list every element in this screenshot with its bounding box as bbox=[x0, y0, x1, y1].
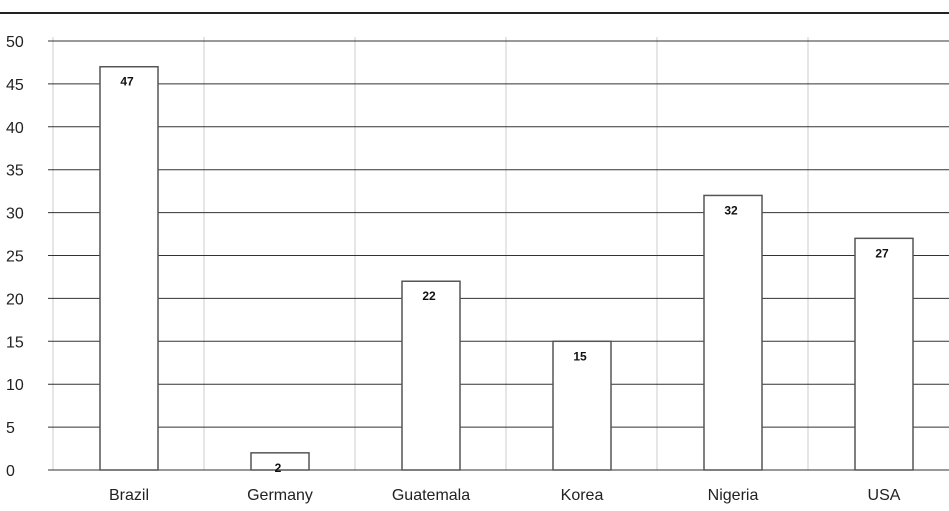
y-tick-label: 15 bbox=[6, 334, 24, 351]
y-tick-label: 30 bbox=[6, 206, 24, 223]
y-tick-label: 0 bbox=[6, 463, 15, 480]
x-category-label: Nigeria bbox=[708, 487, 759, 504]
y-tick-label: 25 bbox=[6, 249, 24, 266]
y-tick-label: 20 bbox=[6, 291, 24, 308]
y-tick-label: 5 bbox=[6, 420, 15, 437]
x-category-label: Germany bbox=[247, 487, 313, 504]
bars bbox=[99, 65, 914, 471]
bar bbox=[99, 65, 159, 471]
bar-data-label: 47 bbox=[120, 75, 134, 89]
x-axis-category-labels: Brazil Germany Guatemala Korea Nigeria USA bbox=[109, 487, 901, 504]
y-tick-label: 35 bbox=[6, 163, 24, 180]
horizontal-gridlines bbox=[48, 40, 949, 471]
bar-data-label: 15 bbox=[573, 349, 587, 363]
y-axis-tick-labels: 0 5 10 15 20 25 30 35 40 45 50 bbox=[6, 34, 24, 480]
y-tick-label: 45 bbox=[6, 77, 24, 94]
vertical-gridlines bbox=[52, 37, 809, 470]
bar bbox=[703, 194, 763, 471]
bar-data-label: 27 bbox=[875, 246, 889, 260]
y-tick-label: 10 bbox=[6, 377, 24, 394]
x-category-label: Guatemala bbox=[392, 487, 470, 504]
bar-data-label: 2 bbox=[275, 461, 282, 475]
y-tick-label: 40 bbox=[6, 120, 24, 137]
bar bbox=[401, 280, 461, 471]
y-tick-label: 50 bbox=[6, 34, 24, 51]
x-category-label: USA bbox=[868, 487, 901, 504]
bar-data-label: 22 bbox=[422, 289, 436, 303]
bar bbox=[552, 340, 612, 471]
bar bbox=[250, 452, 310, 471]
bar bbox=[854, 237, 914, 471]
x-category-label: Brazil bbox=[109, 487, 149, 504]
x-category-label: Korea bbox=[561, 487, 604, 504]
bar-data-label: 32 bbox=[724, 203, 738, 217]
